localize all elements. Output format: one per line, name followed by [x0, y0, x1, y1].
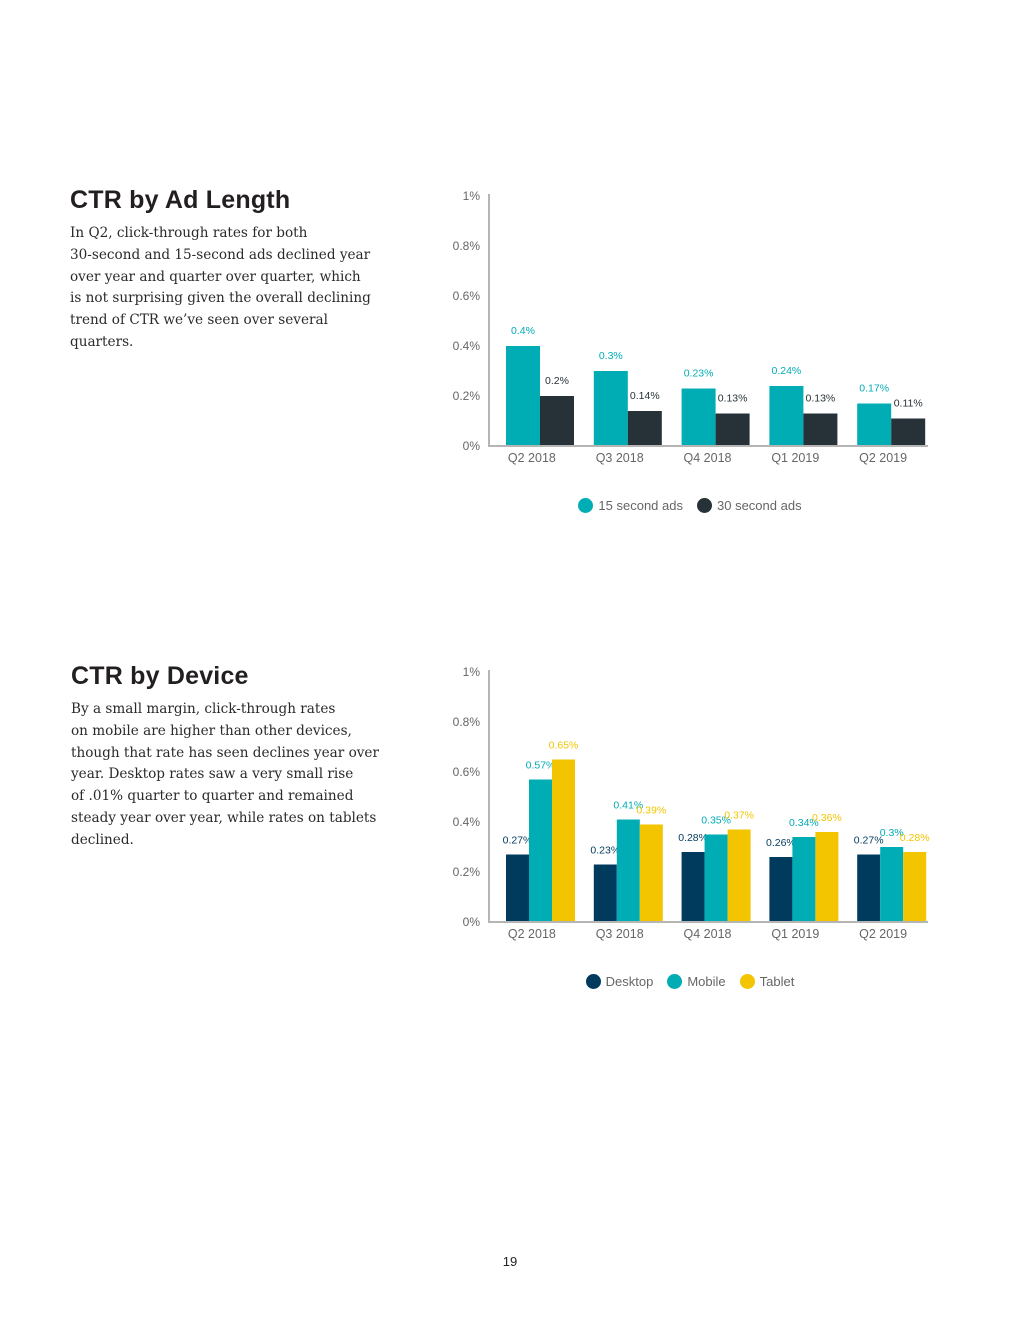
bar-15-second-ads-q1-2019	[769, 386, 804, 446]
legend-swatch	[667, 974, 683, 989]
legend-item-desktop: Desktop	[585, 974, 654, 989]
y-tick-label: 0.2%	[453, 865, 481, 879]
bar-15-second-ads-q4-2018	[681, 388, 716, 446]
y-tick-label: 1%	[463, 189, 481, 203]
x-tick-label: Q2 2018	[508, 451, 556, 465]
bar-tablet-q1-2019	[815, 832, 839, 922]
y-tick-label: 0.8%	[453, 239, 481, 253]
x-tick-label: Q3 2018	[596, 927, 644, 941]
bar-desktop-q1-2019	[769, 857, 793, 922]
legend-swatch	[585, 974, 601, 989]
bar-tablet-q2-2018	[552, 759, 575, 922]
data-label-mobile-q2-2019: 0.3%	[880, 827, 904, 839]
data-label-tablet-q2-2018: 0.65%	[549, 740, 579, 752]
x-tick-label: Q2 2018	[508, 927, 556, 941]
x-tick-label: Q1 2019	[771, 927, 819, 941]
legend-swatch	[578, 498, 594, 513]
data-label-mobile-q1-2019: 0.34%	[789, 817, 819, 829]
page-number: 19	[502, 1254, 518, 1269]
legend-swatch	[739, 974, 755, 989]
y-tick-label: 1%	[463, 665, 481, 679]
bar-30-second-ads-q3-2018	[627, 411, 662, 446]
data-label-30-second-ads-q3-2018: 0.14%	[630, 390, 660, 402]
data-label-30-second-ads-q4-2018: 0.13%	[718, 393, 748, 405]
bar-30-second-ads-q4-2018	[715, 413, 750, 446]
x-tick-label: Q2 2019	[859, 451, 907, 465]
data-label-mobile-q3-2018: 0.41%	[613, 800, 643, 812]
y-tick-label: 0.4%	[453, 339, 481, 353]
bar-desktop-q2-2019	[857, 854, 881, 922]
y-tick-label: 0.2%	[453, 389, 481, 403]
bar-mobile-q2-2018	[529, 779, 552, 922]
x-tick-label: Q3 2018	[596, 451, 644, 465]
legend-item-mobile: Mobile	[667, 974, 726, 989]
data-label-tablet-q4-2018: 0.37%	[724, 810, 754, 822]
bar-30-second-ads-q2-2018	[540, 396, 574, 446]
data-label-tablet-q1-2019: 0.36%	[812, 812, 842, 824]
legend-label: 15 second ads	[598, 498, 683, 513]
data-label-desktop-q1-2019: 0.26%	[766, 837, 796, 849]
bar-tablet-q4-2018	[727, 829, 751, 922]
legend-item-30-second-ads: 30 second ads	[697, 498, 802, 513]
section-body-device: By a small margin, click-through rates o…	[71, 701, 379, 848]
bar-15-second-ads-q3-2018	[593, 371, 628, 446]
section-title-device: CTR by Device	[71, 662, 249, 690]
bar-desktop-q3-2018	[593, 864, 617, 922]
data-label-15-second-ads-q4-2018: 0.23%	[684, 368, 714, 380]
bar-tablet-q2-2019	[903, 852, 927, 922]
bar-30-second-ads-q2-2019	[891, 418, 926, 446]
chart-legend: Desktop Mobile Tablet	[440, 974, 940, 989]
bar-mobile-q4-2018	[704, 834, 728, 922]
bar-mobile-q1-2019	[792, 837, 816, 922]
data-label-30-second-ads-q2-2019: 0.11%	[894, 398, 923, 410]
section-title-ad-length: CTR by Ad Length	[70, 186, 291, 214]
data-label-tablet-q3-2018: 0.39%	[636, 805, 666, 817]
data-label-mobile-q2-2018: 0.57%	[526, 760, 556, 772]
bar-tablet-q3-2018	[639, 824, 663, 922]
legend-item-15-second-ads: 15 second ads	[578, 498, 683, 513]
data-label-desktop-q4-2018: 0.28%	[678, 832, 708, 844]
bar-mobile-q2-2019	[880, 847, 904, 922]
x-tick-label: Q2 2019	[859, 927, 907, 941]
data-label-desktop-q3-2018: 0.23%	[590, 845, 620, 857]
data-label-15-second-ads-q2-2019: 0.17%	[859, 383, 889, 395]
legend-label: Desktop	[605, 974, 654, 989]
data-label-15-second-ads-q1-2019: 0.24%	[772, 365, 802, 377]
section-body-ad-length: In Q2, click-through rates for both 30-s…	[70, 225, 371, 350]
data-label-30-second-ads-q2-2018: 0.2%	[545, 375, 569, 387]
chart-ctr-by-ad-length-plot: 0% 0.2% 0.4% 0.6% 0.8% 1% 0.4% 0.2% Q2 2018 0.3% 0…	[453, 189, 928, 465]
bar-desktop-q4-2018	[681, 852, 705, 922]
x-tick-label: Q1 2019	[771, 451, 819, 465]
data-label-15-second-ads-q3-2018: 0.3%	[599, 350, 623, 362]
y-tick-label: 0%	[463, 915, 481, 929]
chart-ctr-by-device: 0% 0.2% 0.4% 0.6% 0.8% 1% 0.27% 0.57% 0.65% Q2 20…	[440, 656, 940, 996]
bar-15-second-ads-q2-2019	[857, 403, 892, 446]
legend-label: 30 second ads	[717, 498, 802, 513]
y-tick-label: 0.6%	[453, 765, 481, 779]
bar-30-second-ads-q1-2019	[803, 413, 838, 446]
data-label-desktop-q2-2019: 0.27%	[854, 835, 884, 847]
chart-legend: 15 second ads 30 second ads	[440, 498, 940, 513]
bar-15-second-ads-q2-2018	[506, 346, 540, 446]
x-tick-label: Q4 2018	[684, 927, 732, 941]
y-tick-label: 0%	[463, 439, 481, 453]
data-label-15-second-ads-q2-2018: 0.4%	[511, 325, 535, 337]
x-tick-label: Q4 2018	[684, 451, 732, 465]
data-label-30-second-ads-q1-2019: 0.13%	[806, 393, 836, 405]
data-label-mobile-q4-2018: 0.35%	[701, 815, 731, 827]
legend-swatch	[697, 498, 712, 513]
y-tick-label: 0.8%	[453, 715, 481, 729]
y-tick-label: 0.4%	[453, 815, 481, 829]
y-tick-label: 0.6%	[453, 289, 481, 303]
legend-label: Mobile	[687, 974, 726, 989]
chart-ctr-by-ad-length: 0% 0.2% 0.4% 0.6% 0.8% 1% 0.4% 0.2% Q2 2018 0.3% 0…	[440, 180, 940, 520]
bar-desktop-q2-2018	[506, 854, 529, 922]
bar-mobile-q3-2018	[616, 819, 640, 922]
data-label-desktop-q2-2018: 0.27%	[503, 835, 533, 847]
legend-item-tablet: Tablet	[739, 974, 795, 989]
data-label-tablet-q2-2019: 0.28%	[900, 832, 930, 844]
chart-ctr-by-device-plot: 0% 0.2% 0.4% 0.6% 0.8% 1% 0.27% 0.57% 0.65% Q2 20…	[453, 665, 930, 941]
legend-label: Tablet	[759, 974, 795, 989]
